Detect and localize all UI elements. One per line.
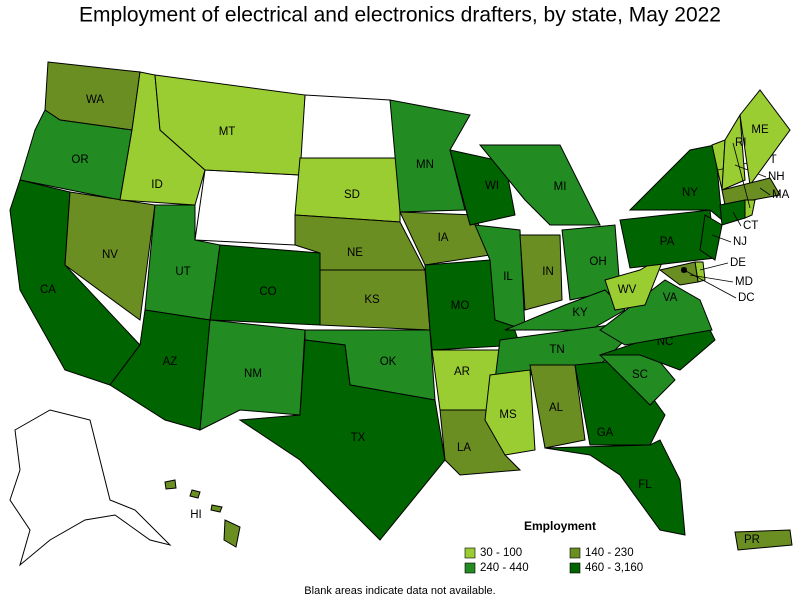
state-label: MN <box>416 159 434 171</box>
state-label: LA <box>457 442 471 454</box>
state <box>189 489 201 499</box>
leader-line <box>689 274 734 283</box>
state-label: AZ <box>163 356 178 368</box>
state-label: VA <box>663 292 678 304</box>
legend-label: 240 - 440 <box>480 562 529 574</box>
state-label: GA <box>597 427 614 439</box>
state-label: TN <box>549 344 564 356</box>
state-label: CT <box>743 220 758 232</box>
state-label: NY <box>682 187 698 199</box>
state-label: MD <box>735 276 753 288</box>
state-label: TX <box>351 432 366 444</box>
state-label: KY <box>572 307 588 319</box>
state <box>721 113 746 191</box>
state-label: ID <box>151 179 163 191</box>
state <box>449 149 516 226</box>
state-label: MT <box>219 126 236 138</box>
state-label: IA <box>438 232 449 244</box>
state-label: MS <box>499 409 517 421</box>
state-label: WA <box>86 94 104 106</box>
state-label: HI <box>190 509 202 521</box>
leader-line <box>683 269 737 299</box>
state-label: WI <box>485 180 499 192</box>
state-label: IN <box>542 266 554 278</box>
map-title: Employment of electrical and electronics… <box>79 4 721 27</box>
state-label: AR <box>454 366 470 378</box>
state-label: OK <box>380 356 397 368</box>
state <box>604 253 667 311</box>
state <box>744 199 756 219</box>
state-no-data <box>9 409 172 567</box>
legend-label: 140 - 230 <box>585 547 634 559</box>
state-label: MO <box>451 300 470 312</box>
state-label: AL <box>549 402 564 414</box>
state-label: PA <box>660 236 675 248</box>
state-label: MA <box>772 189 790 201</box>
state <box>529 364 586 449</box>
leader-line <box>699 262 729 271</box>
state-label: SD <box>344 189 360 201</box>
legend-swatch <box>569 562 581 574</box>
state-label: FL <box>638 479 652 491</box>
state <box>734 529 793 551</box>
state <box>658 261 699 286</box>
state-label: PR <box>744 534 760 546</box>
leader-line <box>732 142 751 209</box>
state <box>721 177 781 206</box>
state <box>474 224 526 331</box>
state <box>599 279 713 346</box>
state <box>478 144 601 226</box>
state-label: UT <box>175 266 190 278</box>
legend-swatch <box>464 547 476 559</box>
state-label: RI <box>735 137 747 149</box>
state <box>210 504 223 513</box>
state-no-data <box>299 94 401 159</box>
state-label: DE <box>730 257 746 269</box>
state-label: CO <box>259 286 276 298</box>
state-label: OH <box>589 256 606 268</box>
state <box>484 369 536 456</box>
state <box>209 244 321 326</box>
state-label: NH <box>768 171 785 183</box>
state <box>164 479 177 490</box>
legend-label: 30 - 100 <box>480 547 522 559</box>
state <box>519 234 563 311</box>
state <box>238 339 446 541</box>
leader-line <box>759 187 771 196</box>
state-label: ME <box>751 124 769 136</box>
state <box>739 89 791 187</box>
state-label: WV <box>618 284 637 296</box>
state <box>223 519 241 548</box>
state-no-data <box>194 169 301 246</box>
state-label: IL <box>503 271 513 283</box>
legend-title: Employment <box>524 519 596 533</box>
state <box>109 309 211 431</box>
leader-line <box>732 211 742 227</box>
footnote: Blank areas indicate data not available. <box>304 585 495 597</box>
leader-line <box>711 234 732 243</box>
state-label: NM <box>244 368 262 380</box>
state-label: NJ <box>733 236 747 248</box>
state-label: NE <box>347 247 363 259</box>
state-label: KS <box>364 294 380 306</box>
state-label: CA <box>40 284 56 296</box>
state-label: DC <box>738 292 755 304</box>
legend-swatch <box>464 562 476 574</box>
state-label: MI <box>554 181 567 193</box>
state <box>544 439 686 536</box>
state <box>199 319 306 431</box>
state-label: NV <box>102 249 118 261</box>
state <box>154 74 306 176</box>
legend-label: 460 - 3,160 <box>585 562 643 574</box>
state-label: SC <box>632 369 648 381</box>
state <box>719 199 746 226</box>
state <box>628 144 723 222</box>
state-label: OR <box>71 154 88 166</box>
legend-swatch <box>569 547 581 559</box>
state <box>699 214 723 261</box>
